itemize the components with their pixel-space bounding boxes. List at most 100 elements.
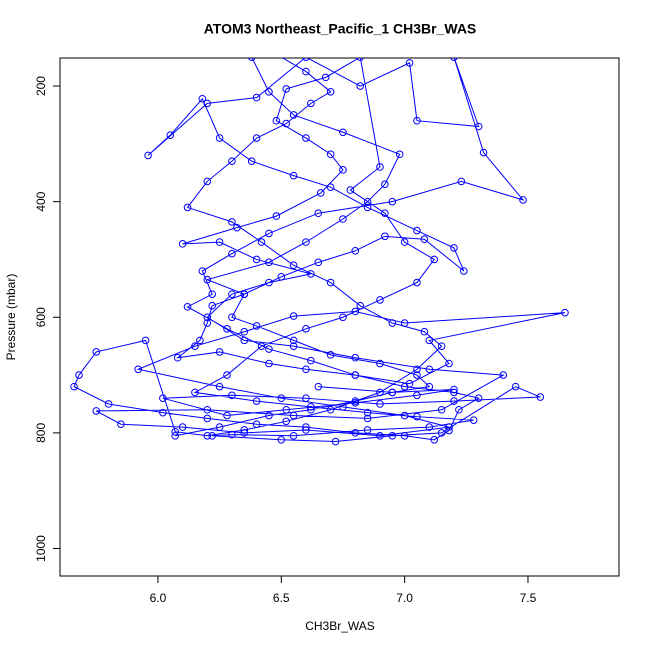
data-point	[376, 431, 384, 440]
data-point	[339, 215, 347, 223]
data-point	[159, 394, 167, 402]
data-point	[351, 307, 360, 316]
data-point	[381, 209, 389, 218]
data-point	[92, 407, 101, 415]
data-point	[356, 82, 365, 90]
data-point	[252, 134, 261, 142]
data-point	[388, 319, 397, 327]
data-point	[450, 58, 458, 61]
data-point	[302, 238, 310, 246]
data-point	[413, 278, 421, 287]
data-point	[455, 405, 463, 414]
data-point	[282, 119, 291, 128]
data-point	[437, 342, 446, 350]
x-axis-label: CH3Br_WAS	[305, 619, 375, 633]
data-point	[282, 417, 291, 426]
data-point	[339, 403, 347, 411]
data-point	[356, 58, 364, 61]
data-point	[363, 414, 372, 423]
data-point	[228, 290, 236, 298]
data-point	[376, 296, 384, 304]
data-point	[499, 371, 508, 379]
y-tick-label: 600	[34, 307, 48, 327]
data-point	[215, 423, 224, 431]
data-point	[413, 116, 421, 125]
data-point	[321, 73, 330, 82]
data-point	[376, 163, 384, 171]
data-point	[302, 426, 310, 434]
data-point	[203, 414, 212, 423]
data-point	[437, 429, 446, 437]
data-point	[326, 150, 335, 159]
data-point	[445, 426, 453, 435]
data-point	[519, 196, 527, 204]
data-point	[289, 111, 298, 119]
data-point	[351, 371, 360, 379]
data-point	[203, 319, 212, 327]
data-point	[351, 399, 360, 407]
data-point	[381, 180, 389, 189]
data-point	[289, 411, 298, 420]
data-point	[307, 403, 315, 411]
data-point	[302, 134, 310, 142]
data-point	[381, 232, 389, 241]
data-point	[228, 391, 236, 400]
data-point	[247, 58, 256, 61]
data-point	[265, 411, 273, 420]
data-point	[326, 351, 335, 359]
data-point	[272, 116, 281, 125]
data-point	[265, 88, 273, 96]
data-point	[208, 290, 217, 298]
y-tick-label: 800	[34, 423, 48, 443]
data-point	[208, 301, 217, 310]
data-point	[445, 423, 453, 431]
data-point	[460, 267, 468, 275]
data-point	[339, 313, 347, 322]
data-point	[326, 405, 335, 414]
data-point	[233, 223, 241, 232]
data-point	[208, 431, 217, 440]
data-point	[277, 436, 286, 444]
data-point	[351, 429, 360, 437]
data-point	[289, 431, 298, 440]
data-point	[104, 400, 113, 408]
data-point	[376, 400, 384, 408]
data-point	[479, 148, 488, 157]
data-point	[191, 388, 199, 397]
data-point	[356, 301, 365, 310]
data-point	[277, 394, 286, 402]
data-point	[388, 197, 397, 206]
data-point	[326, 183, 335, 191]
data-point	[405, 59, 414, 67]
data-point	[400, 319, 409, 327]
data-point	[474, 122, 483, 131]
data-point	[289, 312, 298, 320]
data-point	[450, 244, 458, 252]
data-point	[413, 226, 421, 235]
data-point	[400, 411, 409, 420]
data-point	[265, 278, 273, 287]
data-point	[425, 365, 434, 374]
data-point	[228, 157, 236, 165]
data-point	[425, 382, 434, 391]
data-point	[405, 379, 414, 388]
chart-title: ATOM3 Northeast_Pacific_1 CH3Br_WAS	[204, 21, 477, 37]
data-point	[302, 67, 310, 76]
data-point	[437, 405, 446, 414]
data-point	[395, 150, 404, 159]
data-point	[257, 238, 266, 246]
data-point	[445, 359, 453, 368]
data-point	[203, 99, 212, 108]
x-tick-label: 6.5	[273, 591, 290, 605]
data-point	[363, 203, 372, 212]
data-point	[376, 388, 384, 397]
data-point	[400, 431, 409, 440]
data-point	[228, 430, 236, 439]
data-point	[252, 93, 261, 102]
data-point	[240, 290, 249, 298]
data-point	[326, 88, 335, 96]
data-point	[215, 134, 224, 142]
data-point	[183, 303, 192, 311]
data-point	[171, 431, 180, 440]
